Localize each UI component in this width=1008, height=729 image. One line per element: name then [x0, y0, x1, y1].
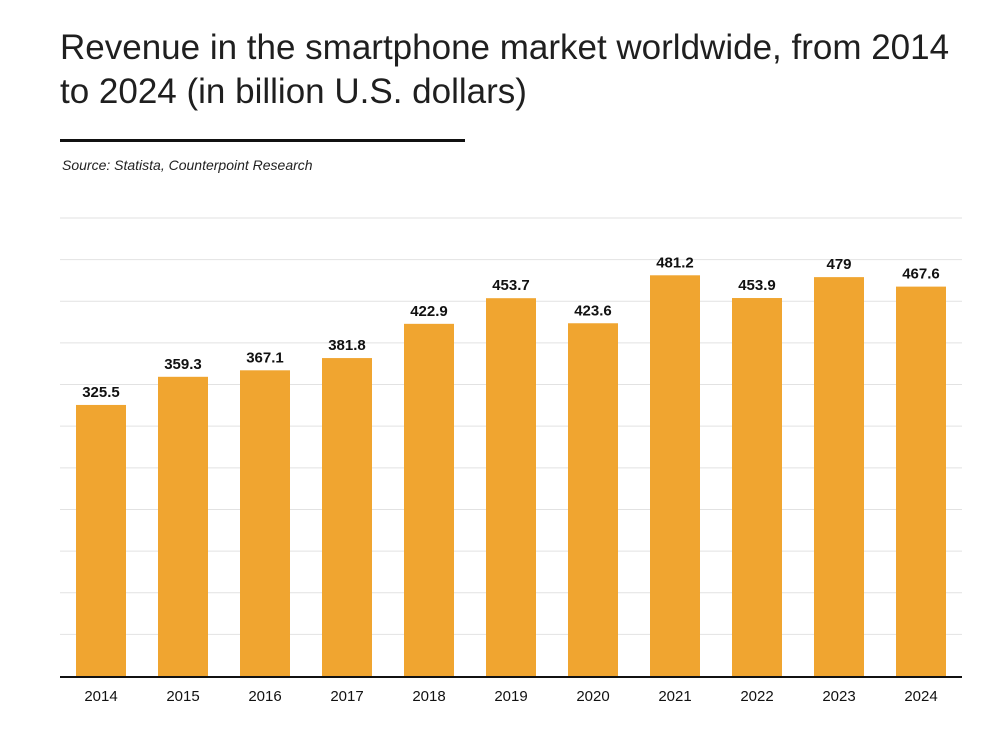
bar-2022	[732, 298, 782, 676]
x-tick-label-2017: 2017	[330, 688, 363, 705]
x-tick-label-2024: 2024	[904, 688, 937, 705]
data-label-2019: 453.7	[492, 277, 530, 294]
bar-2021	[650, 275, 700, 676]
x-tick-label-2016: 2016	[248, 688, 281, 705]
x-tick-label-2018: 2018	[412, 688, 445, 705]
x-tick-label-2021: 2021	[658, 688, 691, 705]
bar-2017	[322, 358, 372, 676]
x-axis-tick-labels: 2014 2015 2016 2017 2018 2019 2020 2021 2022 2023…	[84, 688, 937, 705]
data-label-2024: 467.6	[902, 266, 940, 283]
bars	[76, 275, 946, 676]
source-note: Source: Statista, Counterpoint Research	[62, 157, 313, 173]
data-labels: 325.5 359.3 367.1 381.8 422.9 453.7 423.6 481.2…	[82, 254, 940, 401]
bar-2024	[896, 286, 946, 676]
x-tick-label-2020: 2020	[576, 688, 609, 705]
x-tick-label-2019: 2019	[494, 688, 527, 705]
data-label-2022: 453.9	[738, 277, 776, 294]
bar-2020	[568, 323, 618, 676]
data-label-2017: 381.8	[328, 337, 366, 354]
data-label-2020: 423.6	[574, 302, 612, 319]
bar-2018	[404, 323, 454, 676]
x-tick-label-2015: 2015	[166, 688, 199, 705]
data-label-2018: 422.9	[410, 303, 448, 320]
data-label-2016: 367.1	[246, 349, 284, 366]
title-underline	[60, 139, 465, 142]
data-label-2014: 325.5	[82, 384, 120, 401]
bar-2019	[486, 298, 536, 676]
chart-title: Revenue in the smartphone market worldwi…	[60, 28, 950, 111]
bar-2016	[240, 370, 290, 676]
data-label-2021: 481.2	[656, 254, 694, 271]
bar-2023	[814, 277, 864, 676]
data-label-2023: 479	[826, 256, 851, 273]
data-label-2015: 359.3	[164, 356, 202, 373]
x-tick-label-2022: 2022	[740, 688, 773, 705]
x-tick-label-2014: 2014	[84, 688, 117, 705]
bar-2014	[76, 404, 126, 676]
bar-2015	[158, 376, 208, 676]
x-tick-label-2023: 2023	[822, 688, 855, 705]
